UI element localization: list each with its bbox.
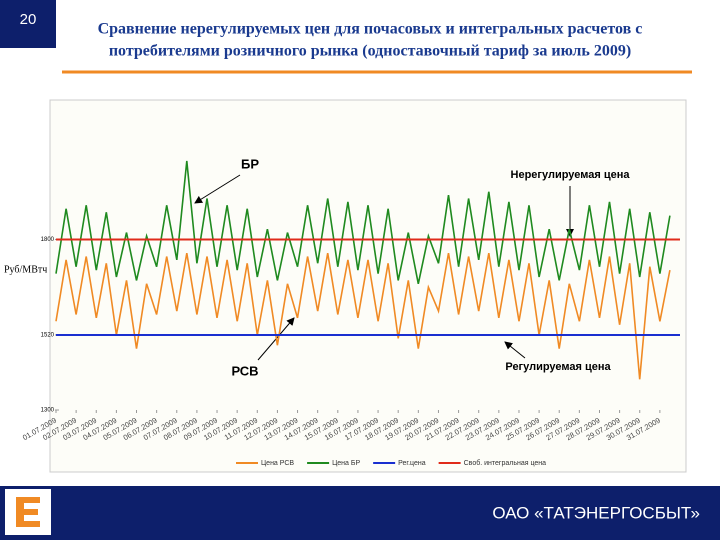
y-tick-label: 1800 bbox=[41, 237, 55, 243]
arrow bbox=[504, 341, 526, 359]
footer-bar bbox=[0, 486, 720, 540]
title-line: потребителями розничного рынка (одностав… bbox=[109, 43, 631, 60]
series-line bbox=[55, 252, 671, 380]
legend-label: Цена БР bbox=[332, 460, 360, 467]
series-line bbox=[55, 160, 671, 284]
annotation: Регулируемая цена bbox=[505, 361, 611, 373]
logo-mark bbox=[16, 497, 40, 527]
legend-label: Своб. интегральная цена bbox=[464, 459, 547, 467]
y-tick-label: 1520 bbox=[41, 333, 55, 339]
title-line: Сравнение нерегулируемых цен для почасов… bbox=[98, 21, 643, 38]
annotation: Нерегулируемая цена bbox=[511, 169, 631, 181]
legend-label: Рег.цена bbox=[398, 460, 426, 467]
slide-number: 20 bbox=[20, 11, 37, 28]
slide-number-box bbox=[0, 0, 56, 48]
y-tick-label: 1300 bbox=[41, 408, 55, 414]
annotation: РСВ bbox=[231, 363, 258, 378]
y-axis-label: Руб/МВтч bbox=[4, 264, 47, 275]
chart-frame bbox=[49, 99, 687, 473]
footer-text: ОАО «ТАТЭНЕРГОСБЫТ» bbox=[492, 503, 700, 522]
legend-label: Цена РСВ bbox=[261, 460, 294, 467]
annotation: БР bbox=[241, 156, 259, 171]
arrow bbox=[194, 174, 241, 204]
